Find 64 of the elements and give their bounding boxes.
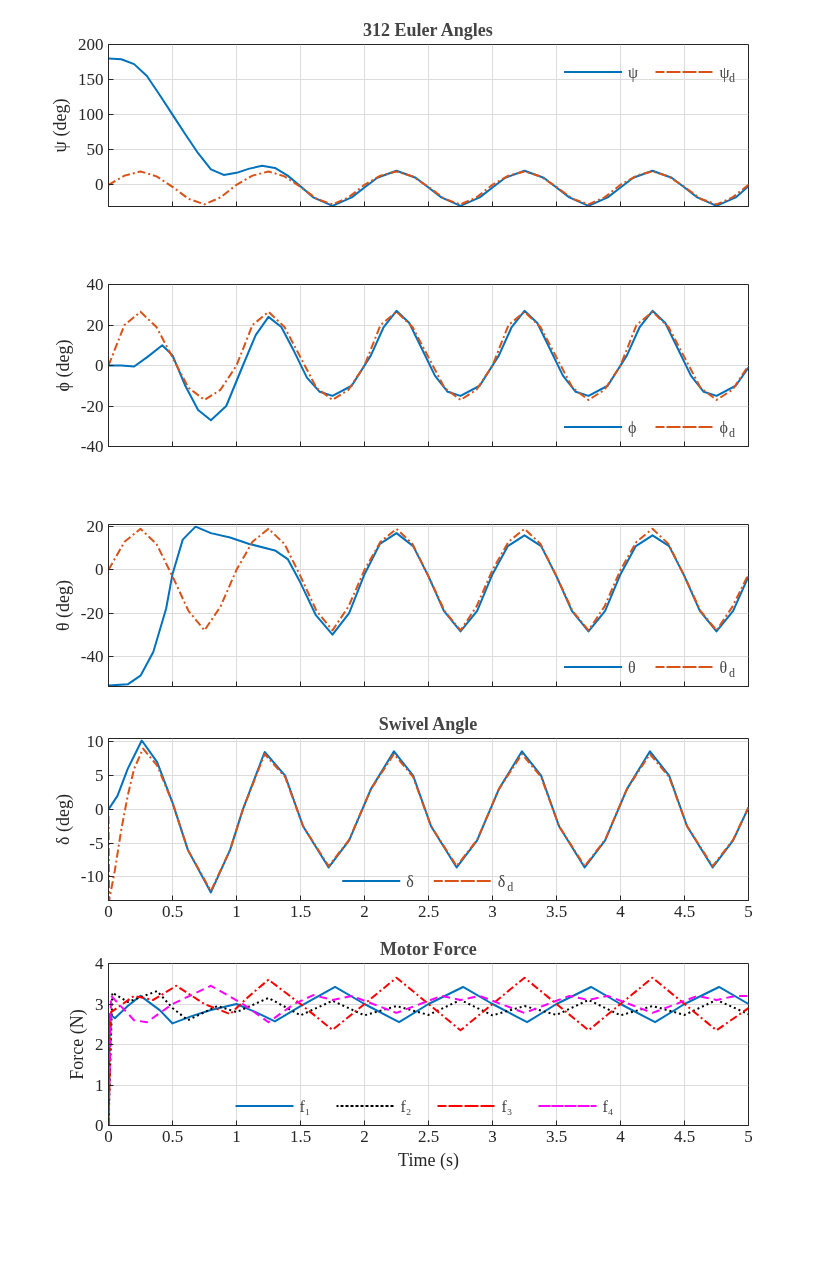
- y-tick-label: 20: [86, 517, 104, 537]
- chart-title: Motor Force: [379, 938, 477, 959]
- legend-label: f₃: [501, 1097, 513, 1115]
- x-tick-label: 2: [360, 1126, 369, 1146]
- y-axis-title: δ (deg): [52, 794, 74, 845]
- x-axis-title: Time (s): [398, 1149, 459, 1171]
- y-tick-label: 1: [95, 1075, 104, 1095]
- x-tick-label: 1.5: [289, 901, 312, 921]
- legend-label: ψ: [628, 63, 639, 82]
- legend-label: δ: [406, 872, 414, 890]
- y-tick-label: 0: [95, 560, 104, 580]
- y-tick-label: 0: [95, 175, 104, 195]
- legend-label: f₂: [400, 1097, 412, 1115]
- y-tick-label: 200: [78, 35, 104, 54]
- y-tick-label: -10: [80, 867, 104, 887]
- y-tick-label: 10: [86, 732, 104, 752]
- x-tick-label: 4.5: [673, 901, 696, 921]
- y-tick-label: -40: [80, 437, 104, 456]
- y-tick-label: 5: [95, 766, 104, 786]
- x-tick-label: 4: [616, 1126, 626, 1146]
- y-tick-label: 40: [86, 275, 104, 294]
- x-tick-label: 3: [488, 901, 497, 921]
- x-tick-label: 2.5: [417, 1126, 440, 1146]
- legend-label: ϕ: [628, 418, 637, 437]
- y-axis-title: ϕ (deg): [52, 339, 74, 392]
- y-tick-label: 4: [95, 954, 104, 973]
- x-tick-label: 3: [488, 1126, 497, 1146]
- y-tick-label: 100: [78, 105, 104, 125]
- line-series: [108, 310, 749, 401]
- y-tick-label: 3: [95, 994, 104, 1014]
- y-axis-title: θ (deg): [52, 579, 74, 632]
- x-tick-label: 2: [360, 901, 369, 921]
- y-axis-title: Force (N): [67, 1009, 88, 1080]
- x-tick-label: 5: [744, 901, 753, 921]
- y-tick-label: 0: [95, 799, 104, 819]
- y-axis-title: ψ (deg): [50, 98, 71, 153]
- x-tick-label: 1.5: [289, 1126, 312, 1146]
- y-tick-label: -20: [80, 396, 104, 416]
- legend-label: f₄: [602, 1097, 614, 1115]
- x-tick-label: 3.5: [545, 901, 568, 921]
- y-tick-label: 2: [95, 1035, 104, 1054]
- y-tick-label: 50: [86, 140, 104, 160]
- line-series: [108, 525, 749, 687]
- y-tick-label: -40: [80, 646, 104, 666]
- line-series: [108, 309, 749, 422]
- x-tick-label: 1: [232, 901, 241, 921]
- x-tick-label: 5: [744, 1126, 753, 1146]
- x-tick-label: 0.5: [161, 1126, 184, 1146]
- x-tick-label: 2.5: [417, 901, 440, 921]
- y-tick-label: -5: [89, 833, 104, 853]
- legend-label: θ: [628, 658, 636, 676]
- x-tick-label: 3.5: [545, 1126, 568, 1146]
- x-tick-label: 1: [232, 1126, 241, 1146]
- x-tick-label: 0.5: [161, 901, 184, 921]
- y-tick-label: 150: [78, 70, 104, 90]
- line-series: [108, 527, 749, 632]
- y-tick-label: -20: [80, 603, 104, 623]
- x-tick-label: 4: [616, 901, 626, 921]
- y-tick-label: 20: [86, 315, 104, 335]
- x-tick-label: 4.5: [673, 1126, 696, 1146]
- chart-title: 312 Euler Angles: [363, 19, 493, 40]
- legend-label: f₁: [299, 1097, 311, 1115]
- chart-title: Swivel Angle: [378, 713, 478, 734]
- y-tick-label: 0: [95, 356, 104, 375]
